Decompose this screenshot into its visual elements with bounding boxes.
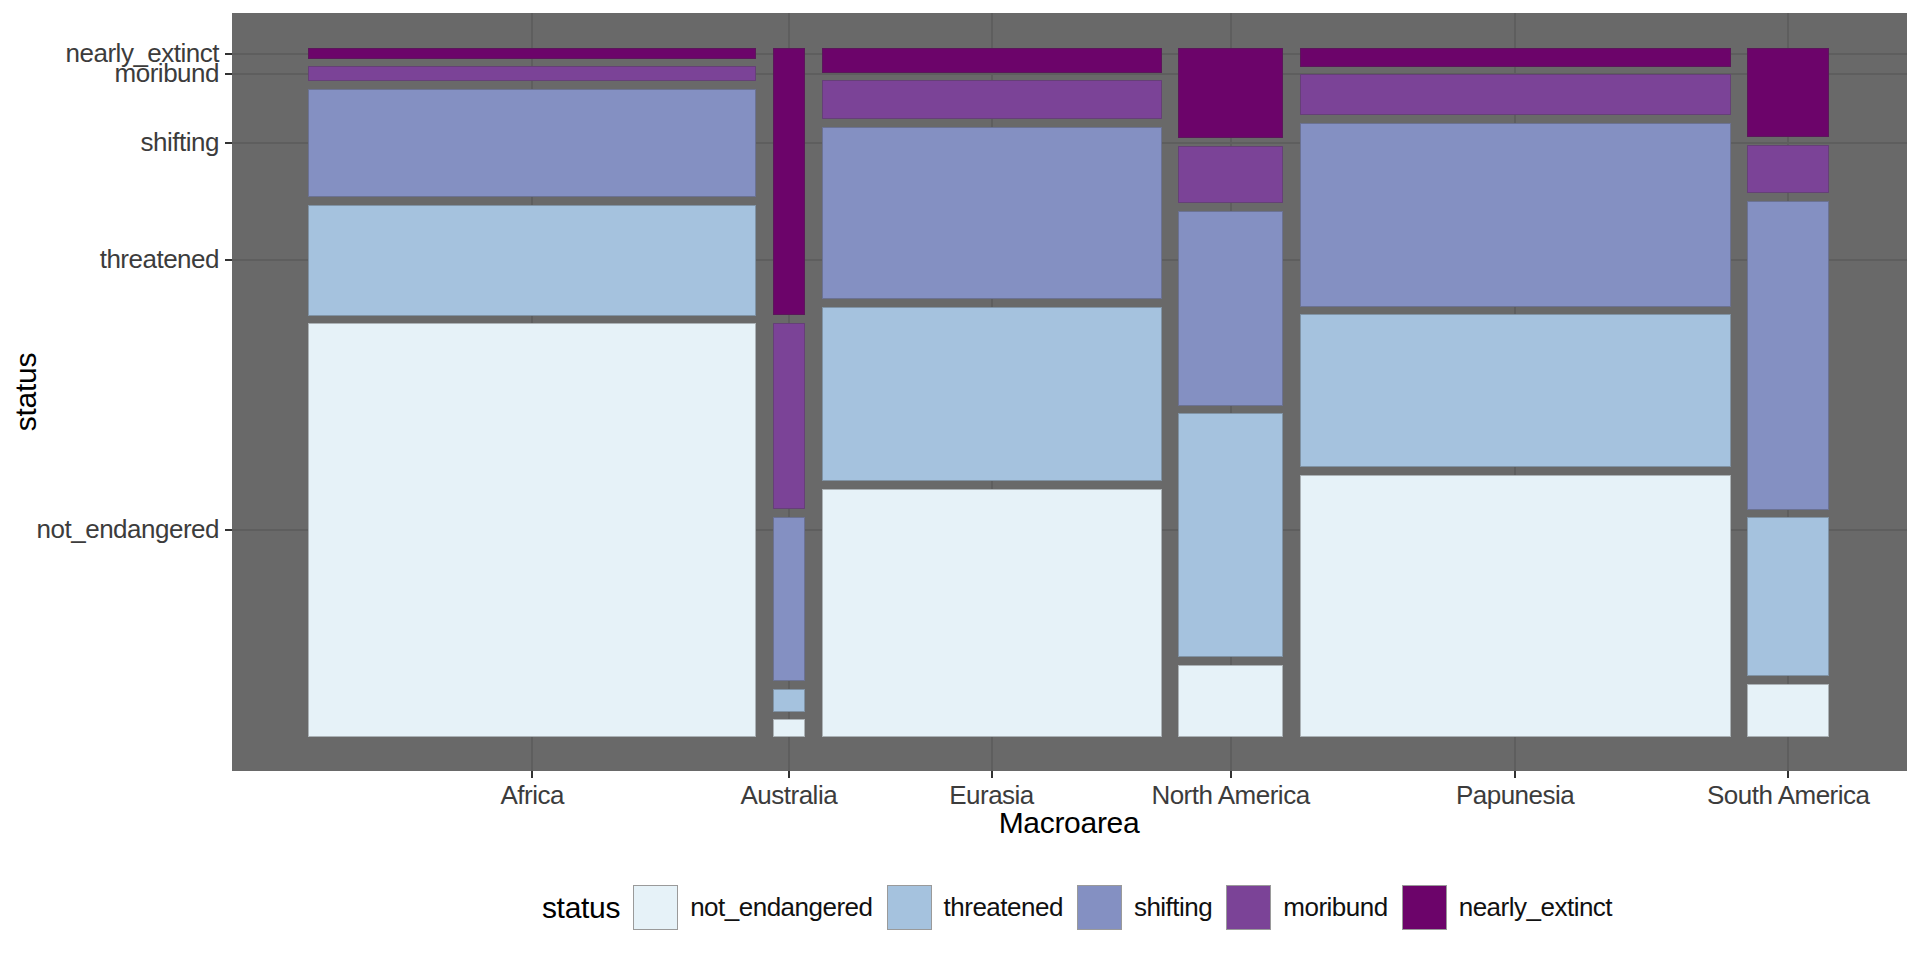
legend-key-threatened xyxy=(887,885,932,930)
x-axis-tick xyxy=(1230,771,1232,778)
x-axis-tick xyxy=(991,771,993,778)
legend-label: shifting xyxy=(1134,892,1212,923)
legend-label: threatened xyxy=(944,892,1063,923)
y-axis-title: status xyxy=(11,353,41,431)
legend-title: status xyxy=(542,891,620,925)
y-axis-tick xyxy=(225,73,232,75)
y-axis-tick xyxy=(225,529,232,531)
x-axis-tick xyxy=(788,771,790,778)
y-axis-tick xyxy=(225,53,232,55)
x-axis-tick xyxy=(1787,771,1789,778)
legend-key-moribund xyxy=(1226,885,1271,930)
y-axis-tick xyxy=(225,259,232,261)
legend-key-shifting xyxy=(1077,885,1122,930)
legend-label: not_endangered xyxy=(690,892,872,923)
y-axis-tick xyxy=(225,142,232,144)
x-tick-label: North America xyxy=(1151,782,1309,808)
y-tick-label: threatened xyxy=(0,247,219,273)
legend-key-nearly_extinct xyxy=(1402,885,1447,930)
x-tick-label: Eurasia xyxy=(949,782,1034,808)
x-tick-label: Papunesia xyxy=(1456,782,1574,808)
y-tick-label: not_endangered xyxy=(0,516,219,542)
legend-label: nearly_extinct xyxy=(1459,892,1612,923)
legend-key-not_endangered xyxy=(633,885,678,930)
x-tick-label: Africa xyxy=(500,782,563,808)
legend: status not_endangered threatened shifting m… xyxy=(248,884,1920,931)
y-tick-label: moribund xyxy=(0,60,219,86)
legend-label: moribund xyxy=(1283,892,1387,923)
y-tick-label: shifting xyxy=(0,129,219,155)
axes-layer: Africa Australia Eurasia North America Papun… xyxy=(0,0,1920,960)
x-tick-label: South America xyxy=(1707,782,1870,808)
x-axis-tick xyxy=(1514,771,1516,778)
x-axis-tick xyxy=(531,771,533,778)
x-axis-title: Macroarea xyxy=(999,808,1140,838)
x-tick-label: Australia xyxy=(740,782,837,808)
